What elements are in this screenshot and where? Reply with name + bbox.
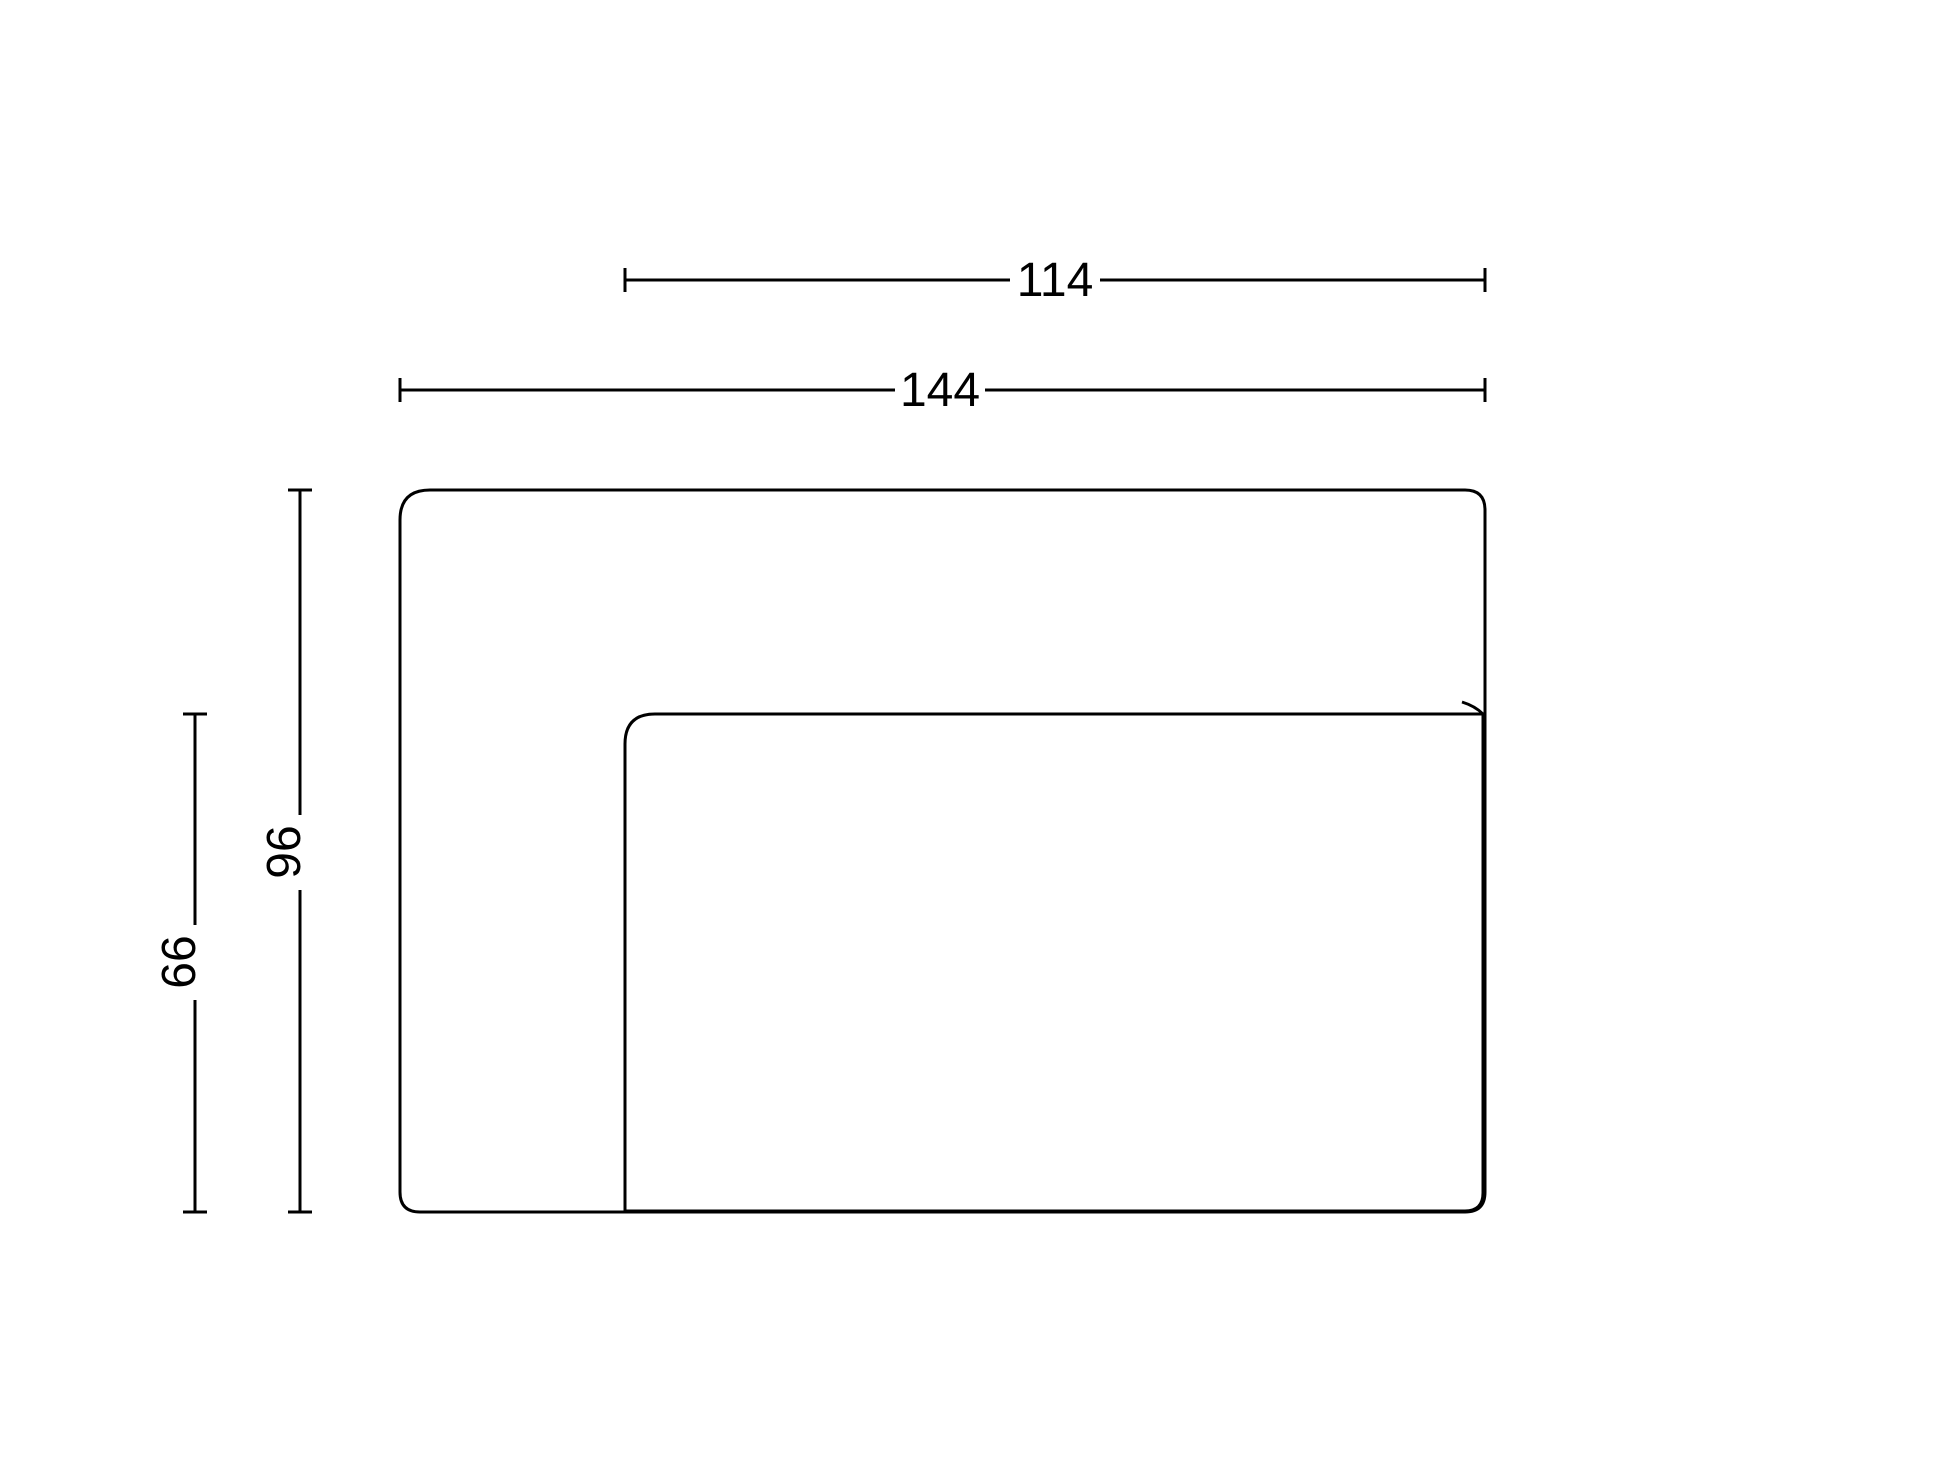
inner-shape <box>625 714 1483 1211</box>
connector-curve <box>1462 702 1483 714</box>
dimension-left-inner: 96 <box>258 490 312 1212</box>
outer-shape <box>400 490 1485 1212</box>
dimension-label-96: 96 <box>258 825 311 878</box>
dimension-label-144: 144 <box>900 364 980 417</box>
dimension-label-114: 114 <box>1017 254 1094 307</box>
dimension-left-outer: 66 <box>153 714 207 1212</box>
dimension-top-inner: 114 <box>625 254 1485 307</box>
dimension-label-66: 66 <box>153 935 206 988</box>
technical-drawing: 114 144 96 66 <box>0 0 1946 1464</box>
dimension-top-outer: 144 <box>400 364 1485 417</box>
